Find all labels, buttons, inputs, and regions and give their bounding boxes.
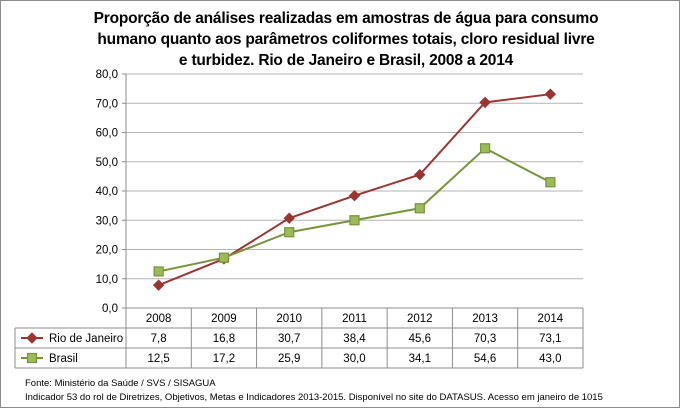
rio-de-janeiro-point	[283, 212, 295, 224]
rio-de-janeiro-point	[544, 88, 557, 100]
series-line-rio-de-janeiro	[158, 93, 551, 287]
brasil-point	[349, 215, 360, 226]
y-tick-label: 50,0	[96, 157, 118, 169]
x-category-label: 2009	[211, 313, 237, 325]
table-value: 73,1	[539, 333, 561, 345]
table-value: 25,9	[278, 353, 300, 365]
y-tick-label: 60,0	[96, 128, 118, 140]
table-value: 30,7	[278, 333, 300, 345]
y-tick-label: 10,0	[96, 274, 118, 286]
brasil-point	[414, 203, 425, 214]
x-category-label: 2010	[276, 313, 302, 325]
chart-title: Proporção de análises realizadas em amos…	[61, 8, 631, 71]
table-value: 54,6	[474, 353, 496, 365]
chart-title-line-1: Proporção de análises realizadas em amos…	[93, 10, 599, 27]
table-value: 43,0	[539, 353, 561, 365]
legend-label-rio-de-janeiro: Rio de Janeiro	[49, 333, 123, 345]
y-tick-label: 70,0	[96, 98, 118, 110]
brasil-point	[479, 143, 491, 154]
rio-de-janeiro-point	[479, 96, 491, 109]
brasil-point	[284, 227, 295, 238]
legend-key-diamond-icon	[26, 332, 38, 344]
rio-de-janeiro-point	[414, 168, 426, 181]
table-value: 30,0	[343, 353, 365, 365]
indicator-note: Indicador 53 do rol de Diretrizes, Objet…	[25, 392, 603, 403]
table-value: 7,8	[151, 333, 167, 345]
legend-key-square-icon	[26, 352, 38, 364]
table-value: 70,3	[474, 333, 496, 345]
table-value: 45,6	[409, 333, 431, 345]
brasil-point	[545, 177, 556, 188]
x-category-label: 2014	[538, 313, 564, 325]
series-line-brasil	[158, 147, 551, 273]
x-category-label: 2012	[407, 313, 433, 325]
x-category-label: 2011	[342, 313, 367, 325]
table-value: 16,8	[213, 333, 235, 345]
legend-label-brasil: Brasil	[49, 353, 78, 365]
y-tick-label: 40,0	[96, 186, 118, 198]
table-value: 17,2	[213, 353, 235, 365]
y-tick-label: 0,0	[102, 303, 118, 315]
x-category-label: 2008	[146, 313, 172, 325]
table-value: 38,4	[343, 333, 366, 345]
rio-de-janeiro-point	[152, 279, 165, 291]
source-note: Fonte: Ministério da Saúde / SVS / SISAG…	[25, 378, 216, 389]
table-value: 34,1	[409, 353, 431, 365]
table-value: 12,5	[147, 353, 169, 365]
x-category-label: 2013	[472, 313, 498, 325]
y-tick-label: 20,0	[96, 245, 118, 257]
y-tick-label: 30,0	[96, 215, 118, 227]
chart-title-line-3: e turbidez. Rio de Janeiro e Brasil, 200…	[178, 52, 514, 69]
rio-de-janeiro-point	[348, 189, 361, 202]
chart-title-line-2: humano quanto aos parâmetros coliformes …	[97, 31, 595, 48]
brasil-point	[153, 266, 164, 277]
brasil-point	[218, 252, 230, 263]
y-tick-label: 80,0	[96, 69, 118, 81]
